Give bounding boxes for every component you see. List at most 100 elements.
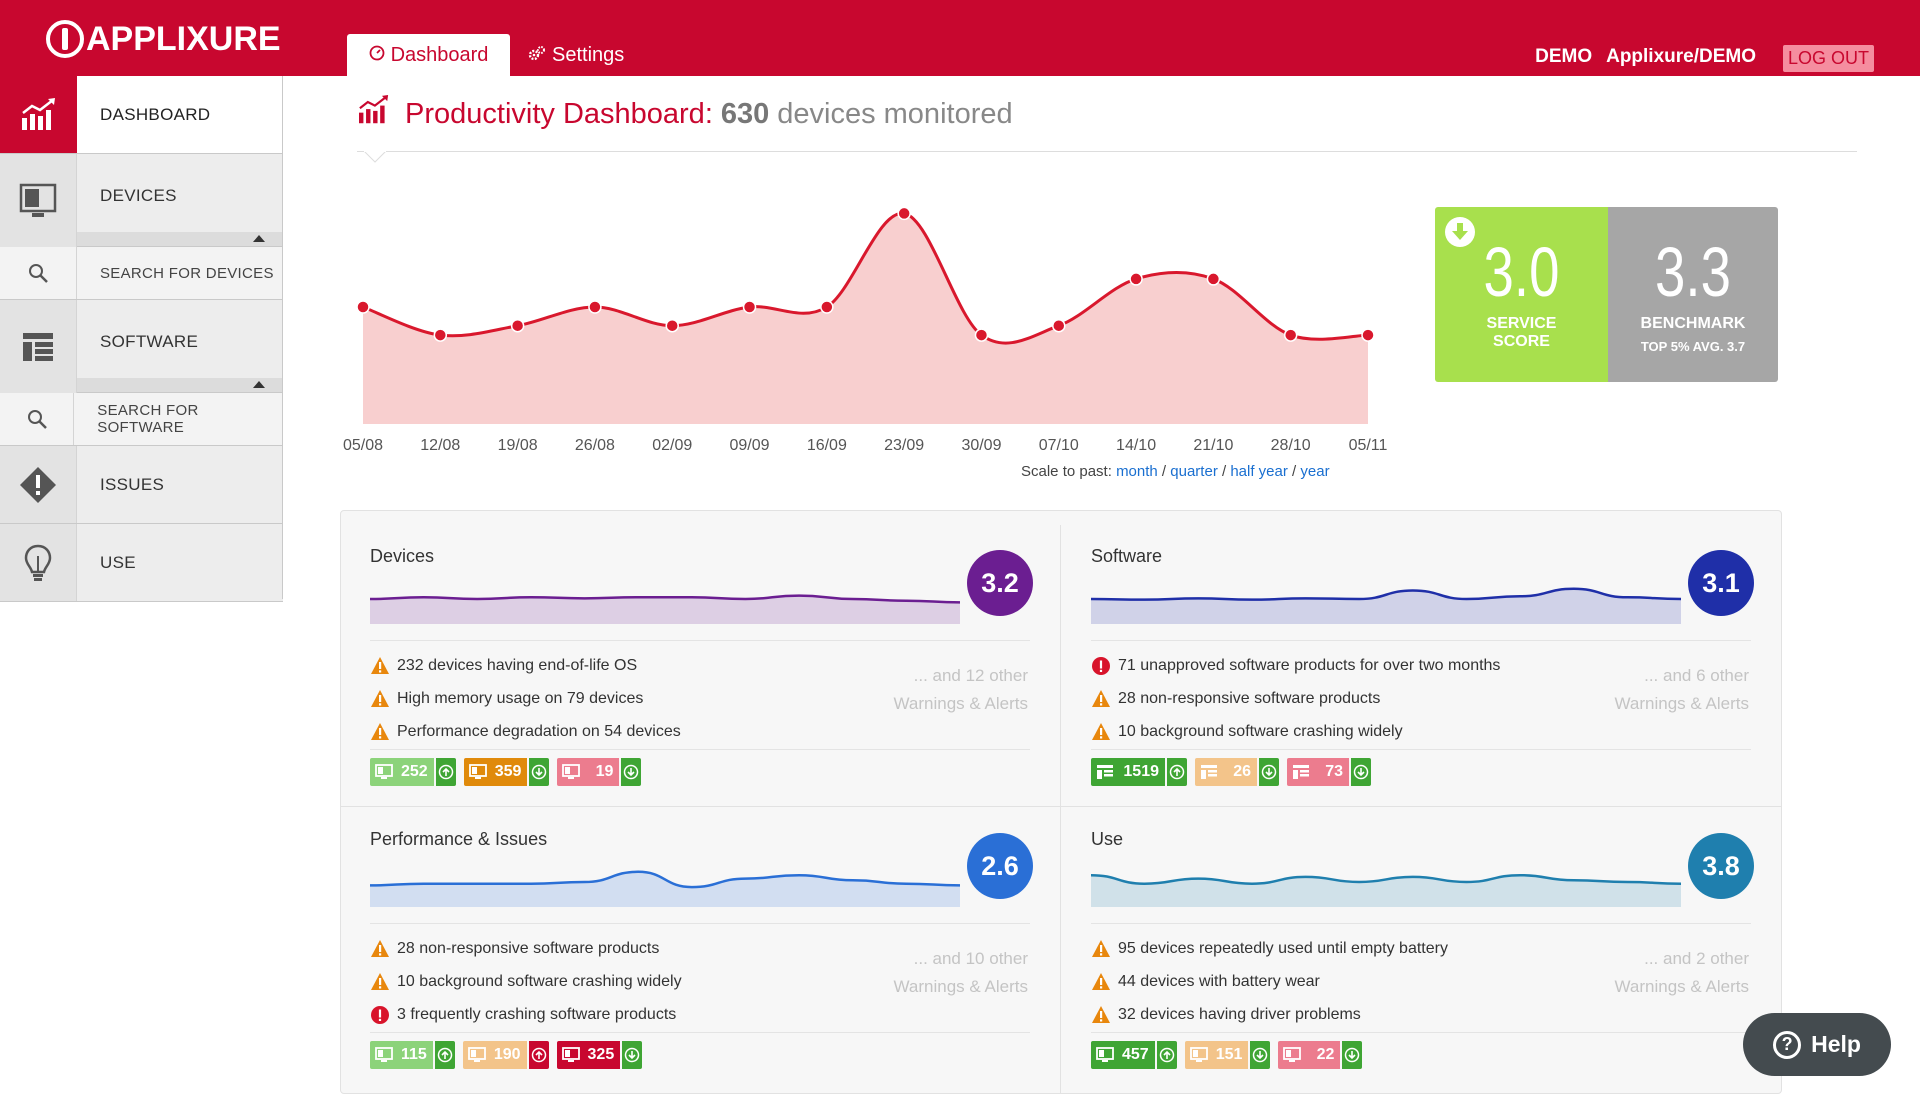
logout-button[interactable]: LOG OUT (1783, 45, 1874, 72)
alert-item[interactable]: 3 frequently crashing software products (370, 998, 682, 1031)
arrow-up-circle-icon[interactable] (528, 1041, 549, 1069)
chip-value: 73 (1325, 763, 1343, 780)
chart-point[interactable] (1361, 328, 1375, 342)
count-chip[interactable]: 325 (556, 1041, 643, 1069)
service-score-tile[interactable]: 3.0 SERVICE SCORE (1435, 207, 1608, 382)
count-chip[interactable]: 252 (370, 758, 456, 786)
alert-list: 232 devices having end-of-life OS High me… (370, 649, 681, 748)
chart-point[interactable] (820, 300, 834, 314)
sidebar-item-software[interactable]: SOFTWARE (0, 300, 283, 393)
sidebar-item-search-software[interactable]: SEARCH FOR SOFTWARE (0, 393, 283, 446)
panel-divider (370, 749, 1030, 750)
collapse-handle[interactable] (77, 232, 283, 246)
alert-item[interactable]: 10 background software crashing widely (1091, 715, 1500, 748)
score-box: 3.0 SERVICE SCORE 3.3 BENCHMARK TOP 5% A… (1435, 207, 1778, 382)
panel-score-badge: 3.2 (967, 550, 1033, 616)
chart-point[interactable] (1206, 272, 1221, 286)
help-button[interactable]: ? Help (1743, 1013, 1891, 1076)
chart-point[interactable] (1129, 272, 1143, 286)
chart-point[interactable] (1283, 328, 1298, 342)
alert-item[interactable]: 232 devices having end-of-life OS (370, 649, 681, 682)
org-label[interactable]: Applixure/DEMO (1606, 46, 1756, 67)
benchmark-value: 3.3 (1655, 233, 1731, 311)
sidebar-item-dashboard[interactable]: DASHBOARD (0, 76, 283, 154)
arrow-up-circle-icon[interactable] (1167, 758, 1187, 786)
x-tick-label: 14/10 (1116, 437, 1156, 454)
count-chip[interactable]: 115 (370, 1041, 455, 1069)
chart-point[interactable] (742, 300, 757, 314)
chart-point[interactable] (588, 300, 602, 314)
tab-dashboard[interactable]: Dashboard (347, 34, 510, 76)
service-score-label: SERVICE SCORE (1435, 315, 1608, 351)
warning-triangle-icon (1091, 722, 1111, 742)
count-chip[interactable]: 190 (462, 1041, 549, 1069)
download-icon[interactable] (1445, 217, 1475, 247)
other-alerts-link[interactable]: ... and 12 other Warnings & Alerts (894, 662, 1028, 718)
alert-item[interactable]: 32 devices having driver problems (1091, 998, 1448, 1031)
arrow-down-circle-icon[interactable] (622, 1041, 643, 1069)
panel-sparkline (370, 594, 960, 624)
other-alerts-link[interactable]: ... and 2 other Warnings & Alerts (1615, 945, 1749, 1001)
arrow-down-circle-icon[interactable] (621, 758, 642, 786)
alert-item[interactable]: 71 unapproved software products for over… (1091, 649, 1500, 682)
other-alerts-link[interactable]: ... and 10 other Warnings & Alerts (894, 945, 1028, 1001)
count-chip[interactable]: 1519 (1091, 758, 1187, 786)
sidebar-item-use[interactable]: USE (0, 524, 283, 602)
sidebar-item-devices[interactable]: DEVICES (0, 154, 283, 247)
count-chip[interactable]: 22 (1278, 1041, 1363, 1069)
arrow-down-circle-icon[interactable] (1259, 758, 1279, 786)
count-chip[interactable]: 26 (1195, 758, 1279, 786)
chart-point[interactable] (897, 206, 911, 221)
chart-area (363, 213, 1368, 424)
alert-item[interactable]: 95 devices repeatedly used until empty b… (1091, 932, 1448, 965)
chart-point[interactable] (1052, 318, 1066, 333)
scale-year-link[interactable]: year (1300, 463, 1330, 480)
count-chip[interactable]: 359 (463, 758, 550, 786)
alert-item[interactable]: 44 devices with battery wear (1091, 965, 1448, 998)
arrow-down-circle-icon[interactable] (1250, 1041, 1271, 1069)
arrow-up-circle-icon[interactable] (1156, 1041, 1177, 1069)
panel-divider (370, 640, 1030, 641)
alert-item[interactable]: High memory usage on 79 devices (370, 682, 681, 715)
count-chip[interactable]: 151 (1184, 1041, 1271, 1069)
arrow-up-circle-icon[interactable] (434, 1041, 455, 1069)
sidebar-item-label: DASHBOARD (100, 104, 211, 124)
arrow-up-circle-icon[interactable] (435, 758, 456, 786)
alert-item[interactable]: 28 non-responsive software products (370, 932, 682, 965)
count-chip[interactable]: 457 (1091, 1041, 1177, 1069)
arrow-down-circle-icon[interactable] (1342, 1041, 1363, 1069)
applixure-logo[interactable]: APPLIXURE (46, 18, 281, 60)
question-icon: ? (1773, 1030, 1802, 1059)
panel-performance-issues[interactable]: Performance & Issues 2.6 28 non-responsive… (340, 793, 1060, 1076)
scale-quarter-link[interactable]: quarter (1170, 463, 1218, 480)
tab-dashboard-label: Dashboard (390, 43, 489, 66)
scale-month-link[interactable]: month (1116, 463, 1158, 480)
scale-half-year-link[interactable]: half year (1230, 463, 1288, 480)
count-chip[interactable]: 19 (557, 758, 642, 786)
sidebar: DASHBOARD DEVICES SEARCH FOR DEVICES SOF… (0, 76, 283, 602)
tab-settings[interactable]: Settings (528, 34, 648, 76)
panel-devices[interactable]: Devices 3.2 232 devices having end-of-life… (340, 510, 1060, 793)
collapse-handle[interactable] (77, 378, 283, 392)
chip-value: 115 (401, 1046, 427, 1063)
arrow-down-circle-icon[interactable] (1351, 758, 1371, 786)
panel-use[interactable]: Use 3.8 95 devices repeatedly used until e… (1061, 793, 1781, 1076)
alert-item[interactable]: 28 non-responsive software products (1091, 682, 1500, 715)
alert-item[interactable]: Performance degradation on 54 devices (370, 715, 681, 748)
x-tick-label: 19/08 (498, 437, 538, 454)
chart-point[interactable] (356, 300, 370, 314)
other-alerts-link[interactable]: ... and 6 other Warnings & Alerts (1615, 662, 1749, 718)
chart-point[interactable] (974, 328, 989, 342)
count-chip[interactable]: 73 (1287, 758, 1371, 786)
sidebar-item-search-devices[interactable]: SEARCH FOR DEVICES (0, 247, 283, 300)
alert-item[interactable]: 10 background software crashing widely (370, 965, 682, 998)
tab-settings-label: Settings (552, 43, 625, 66)
panel-software[interactable]: Software 3.1 71 unapproved software produc… (1061, 510, 1781, 793)
chart-point[interactable] (665, 318, 679, 333)
scale-prefix: Scale to past: (1021, 463, 1112, 480)
sidebar-item-issues[interactable]: ISSUES (0, 446, 283, 524)
arrow-down-circle-icon[interactable] (529, 758, 550, 786)
chart-point[interactable] (510, 318, 525, 333)
chart-point[interactable] (433, 328, 448, 342)
user-label[interactable]: DEMO (1535, 46, 1593, 67)
